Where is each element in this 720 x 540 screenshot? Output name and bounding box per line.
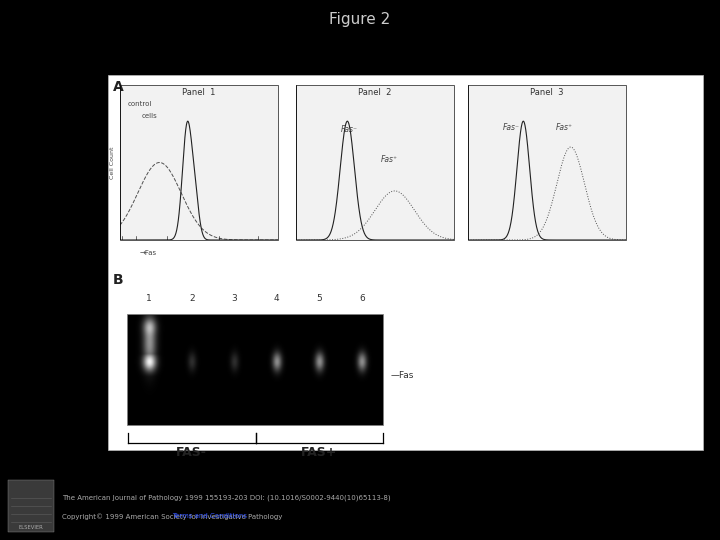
Text: Fas⁺: Fas⁺ (556, 123, 573, 132)
Text: ELSEVIER: ELSEVIER (19, 525, 43, 530)
Text: The American Journal of Pathology 1999 155193-203 DOI: (10.1016/S0002-9440(10)65: The American Journal of Pathology 1999 1… (62, 495, 391, 502)
Text: cells: cells (142, 113, 158, 119)
Bar (8, 480, 54, 532)
Text: —Fas: —Fas (391, 371, 415, 380)
Text: 6: 6 (359, 294, 364, 303)
Text: Terms and Conditions: Terms and Conditions (172, 514, 247, 519)
Text: FAS+: FAS+ (301, 446, 338, 459)
Text: B: B (113, 273, 124, 287)
Text: 1: 1 (146, 294, 152, 303)
Text: FAS-: FAS- (176, 446, 207, 459)
Bar (128, 315, 383, 425)
Text: Panel  3: Panel 3 (530, 88, 564, 97)
Bar (468, 85, 626, 240)
Text: A: A (113, 80, 124, 94)
Text: Fas⁻: Fas⁻ (503, 123, 520, 132)
Text: →Fas: →Fas (140, 250, 157, 256)
Text: Cell Count: Cell Count (110, 146, 115, 179)
Text: 2: 2 (189, 294, 194, 303)
Text: Fas⁺: Fas⁺ (381, 155, 398, 164)
Bar (120, 85, 278, 240)
Text: control: control (128, 101, 153, 107)
Text: Figure 2: Figure 2 (329, 12, 391, 27)
Bar (296, 85, 454, 240)
Text: Fas⁻: Fas⁻ (341, 125, 358, 134)
Text: 3: 3 (231, 294, 237, 303)
Text: Copyright© 1999 American Society for Investigative Pathology: Copyright© 1999 American Society for Inv… (62, 513, 284, 519)
Bar (108, 75, 703, 450)
Text: 4: 4 (274, 294, 279, 303)
Text: Panel  2: Panel 2 (359, 88, 392, 97)
Text: Panel  1: Panel 1 (182, 88, 216, 97)
Text: 5: 5 (316, 294, 322, 303)
